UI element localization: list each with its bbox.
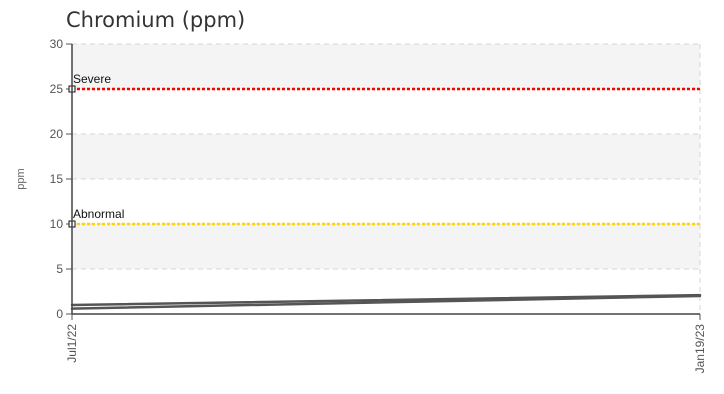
plot-band: [72, 224, 700, 269]
series-line: [70, 293, 702, 307]
plot-background: [72, 44, 700, 314]
x-tick-label: Jan19/23: [693, 324, 707, 374]
plot-band: [72, 89, 700, 134]
chart-title: Chromium (ppm): [66, 8, 245, 32]
y-tick-label: 15: [50, 172, 64, 186]
y-tick-label: 25: [50, 82, 64, 96]
threshold-label: Severe: [73, 72, 111, 86]
threshold-lines: Severe Abnormal: [68, 72, 700, 228]
axes: [71, 44, 700, 315]
y-tick-label: 10: [50, 217, 64, 231]
series-line: [70, 294, 702, 310]
x-axis-ticks: Jul1/22 Jan19/23: [65, 314, 707, 373]
x-tick-label: Jul1/22: [65, 324, 79, 363]
plot-band: [72, 179, 700, 224]
data-series: [70, 293, 702, 310]
y-tick-label: 5: [56, 262, 63, 276]
y-axis-label: ppm: [15, 168, 27, 189]
threshold-label: Abnormal: [73, 207, 124, 221]
plot-band: [72, 134, 700, 179]
plot-band: [72, 44, 700, 89]
y-axis-ticks: 0 5 10 15 20 25 30: [50, 37, 72, 321]
y-tick-label: 0: [56, 307, 63, 321]
y-tick-label: 20: [50, 127, 64, 141]
y-tick-label: 30: [50, 37, 64, 51]
